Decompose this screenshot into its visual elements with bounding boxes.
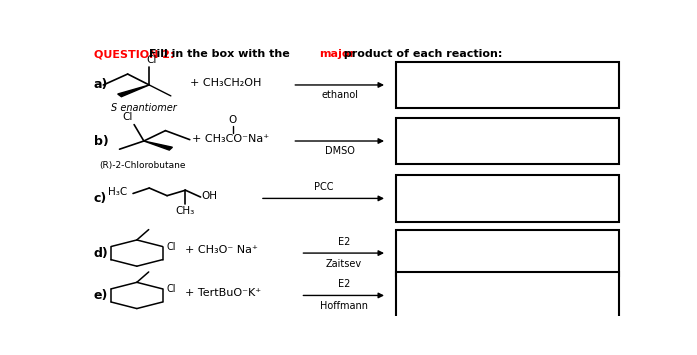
Text: Cl: Cl — [167, 241, 176, 252]
Text: DMSO: DMSO — [325, 147, 355, 157]
Bar — [396, 62, 619, 108]
Text: H₃C: H₃C — [107, 187, 127, 197]
Text: Cl: Cl — [167, 284, 176, 294]
Bar — [396, 118, 619, 164]
Text: e): e) — [93, 289, 108, 302]
Text: S enantiomer: S enantiomer — [112, 103, 177, 113]
Text: c): c) — [93, 192, 107, 205]
Text: Hoffmann: Hoffmann — [320, 301, 368, 311]
Text: (R)-2-Chlorobutane: (R)-2-Chlorobutane — [99, 161, 185, 170]
Text: product of each reaction:: product of each reaction: — [340, 49, 503, 59]
Text: + CH₃CO⁻Na⁺: + CH₃CO⁻Na⁺ — [192, 134, 270, 144]
Text: OH: OH — [201, 191, 217, 201]
Text: a): a) — [93, 78, 108, 92]
Text: E2: E2 — [337, 279, 350, 289]
Text: d): d) — [93, 247, 108, 260]
Polygon shape — [144, 141, 172, 150]
Text: E2: E2 — [337, 237, 350, 247]
Text: CH₃: CH₃ — [176, 206, 195, 216]
Text: Zaitsev: Zaitsev — [325, 258, 362, 268]
Text: b): b) — [93, 135, 108, 148]
Text: ethanol: ethanol — [321, 91, 358, 100]
Text: major: major — [319, 49, 355, 59]
Text: + CH₃O⁻ Na⁺: + CH₃O⁻ Na⁺ — [185, 245, 259, 255]
Text: + TertBuO⁻K⁺: + TertBuO⁻K⁺ — [185, 288, 261, 298]
Text: O: O — [229, 115, 237, 125]
Text: Cl: Cl — [123, 113, 133, 122]
Text: PCC: PCC — [314, 182, 333, 192]
Polygon shape — [118, 85, 149, 97]
Bar — [396, 272, 619, 319]
Text: Cl: Cl — [146, 55, 157, 65]
Bar — [396, 230, 619, 276]
Text: + CH₃CH₂OH: + CH₃CH₂OH — [190, 78, 261, 88]
Text: QUESTION 2:: QUESTION 2: — [93, 49, 178, 59]
Bar — [396, 175, 619, 222]
Text: Fill in the box with the: Fill in the box with the — [149, 49, 294, 59]
